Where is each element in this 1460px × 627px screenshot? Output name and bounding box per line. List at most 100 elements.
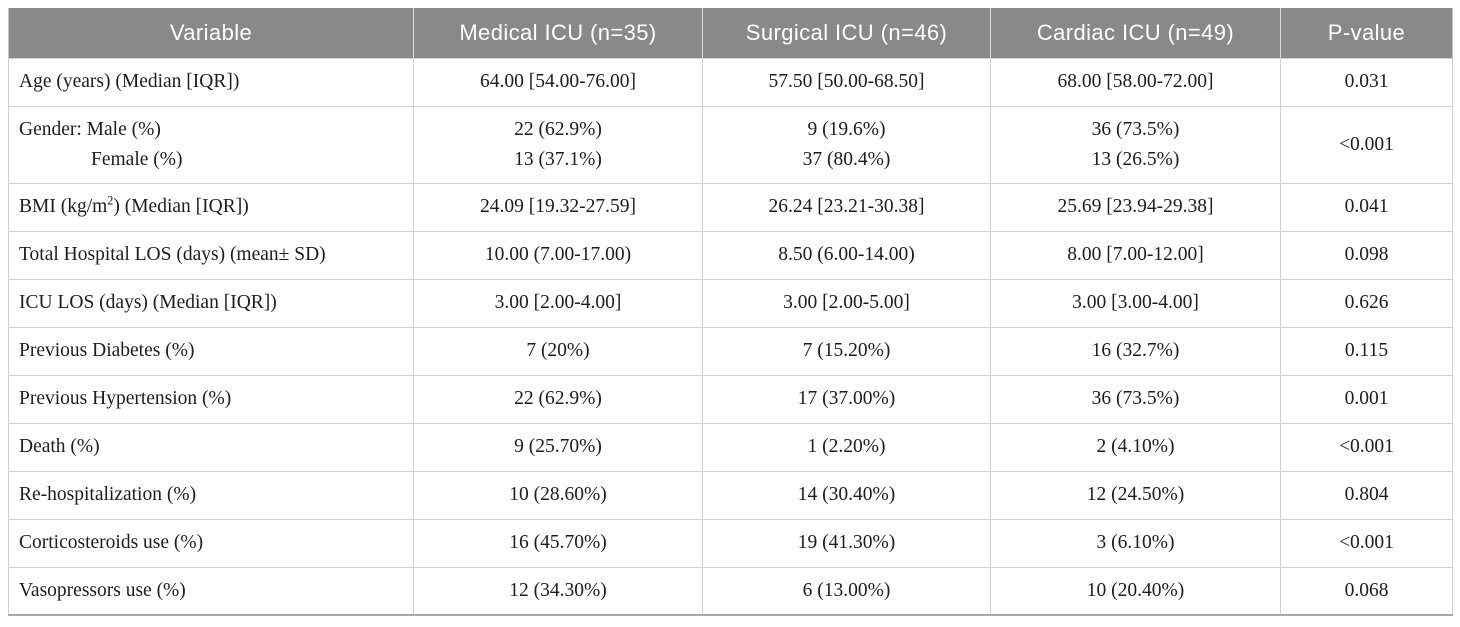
variable-cell: Gender: Male (%) Female (%) — [8, 105, 414, 184]
cell-text: 12 (24.50%) — [1086, 484, 1185, 505]
p-value-cell: <0.001 — [1280, 105, 1453, 184]
table-header: Variable Medical ICU (n=35) Surgical ICU… — [8, 8, 1453, 58]
cell-text: 8.50 (6.00-14.00) — [778, 244, 915, 265]
cell-text: 0.041 — [1344, 196, 1389, 217]
cell-text: 3.00 [2.00-4.00] — [494, 292, 622, 313]
cell-text: Corticosteroids use (%) — [19, 532, 204, 553]
surgical-icu-cell: 8.50 (6.00-14.00) — [702, 230, 991, 280]
cell-text: 9 (19.6%) — [807, 118, 886, 140]
p-value-cell: 0.041 — [1280, 182, 1453, 232]
column-header-surgical-icu: Surgical ICU (n=46) — [702, 8, 991, 58]
table-row: Age (years) (Median [IQR]) 64.00 [54.00-7… — [8, 57, 1453, 107]
cell-text: 68.00 [58.00-72.00] — [1057, 71, 1214, 92]
cell-text: BMI (kg/m2) (Median [IQR]) — [19, 193, 249, 217]
column-header-medical-icu: Medical ICU (n=35) — [413, 8, 703, 58]
cell-text: 0.031 — [1344, 71, 1389, 92]
column-header-variable: Variable — [8, 8, 414, 58]
table-row: Gender: Male (%) Female (%) 22 (62.9%) 13 (… — [8, 105, 1453, 184]
cell-text: 0.068 — [1344, 579, 1389, 601]
cell-text: Gender: Male (%) — [19, 118, 161, 140]
cell-text: 10.00 (7.00-17.00) — [484, 244, 632, 265]
cell-text: 8.00 [7.00-12.00] — [1067, 244, 1204, 265]
p-value-cell: 0.068 — [1280, 566, 1453, 616]
cell-text: 64.00 [54.00-76.00] — [480, 71, 636, 92]
variable-cell: Death (%) — [8, 422, 414, 472]
table-body: Age (years) (Median [IQR]) 64.00 [54.00-7… — [8, 57, 1453, 616]
variable-cell: Corticosteroids use (%) — [8, 518, 414, 568]
cell-text: 0.626 — [1344, 292, 1389, 313]
cardiac-icu-cell: 8.00 [7.00-12.00] — [990, 230, 1281, 280]
cell-text: Previous Hypertension (%) — [19, 388, 232, 409]
cell-text: Death (%) — [19, 436, 100, 457]
cardiac-icu-cell: 68.00 [58.00-72.00] — [990, 57, 1281, 107]
p-value-cell: 0.115 — [1280, 326, 1453, 376]
icu-comparison-table-container: Variable Medical ICU (n=35) Surgical ICU… — [8, 8, 1453, 616]
cell-text: 36 (73.5%) — [1091, 118, 1180, 140]
column-header-p-value: P-value — [1280, 8, 1453, 58]
cell-text: Vasopressors use (%) — [19, 579, 186, 601]
cell-text: 0.098 — [1344, 244, 1389, 265]
cell-text: 22 (62.9%) — [514, 388, 602, 409]
table-row: ICU LOS (days) (Median [IQR]) 3.00 [2.00-… — [8, 278, 1453, 328]
table-row: Corticosteroids use (%) 16 (45.70%) 19 (41… — [8, 518, 1453, 568]
surgical-icu-cell: 7 (15.20%) — [702, 326, 991, 376]
medical-icu-cell: 16 (45.70%) — [413, 518, 703, 568]
icu-comparison-table: Variable Medical ICU (n=35) Surgical ICU… — [8, 8, 1453, 616]
surgical-icu-cell: 3.00 [2.00-5.00] — [702, 278, 991, 328]
p-value-cell: 0.001 — [1280, 374, 1453, 424]
cell-text: 37 (80.4%) — [802, 148, 891, 170]
variable-cell: Age (years) (Median [IQR]) — [8, 57, 414, 107]
variable-cell: Previous Diabetes (%) — [8, 326, 414, 376]
cell-text: 14 (30.40%) — [797, 484, 896, 505]
medical-icu-cell: 3.00 [2.00-4.00] — [413, 278, 703, 328]
variable-cell: Vasopressors use (%) — [8, 566, 414, 616]
p-value-cell: 0.031 — [1280, 57, 1453, 107]
cell-text: 3.00 [3.00-4.00] — [1072, 292, 1199, 313]
cell-text: 12 (34.30%) — [509, 579, 607, 601]
variable-cell: Total Hospital LOS (days) (mean± SD) — [8, 230, 414, 280]
cell-text: 7 (20%) — [526, 340, 590, 361]
p-value-cell: <0.001 — [1280, 422, 1453, 472]
cardiac-icu-cell: 10 (20.40%) — [990, 566, 1281, 616]
variable-cell: Re-hospitalization (%) — [8, 470, 414, 520]
p-value-cell: 0.098 — [1280, 230, 1453, 280]
medical-icu-cell: 22 (62.9%) — [413, 374, 703, 424]
p-value-cell: <0.001 — [1280, 518, 1453, 568]
cell-text: 7 (15.20%) — [802, 340, 891, 361]
cell-text: 6 (13.00%) — [802, 579, 891, 601]
cell-text: 13 (37.1%) — [514, 148, 602, 170]
cardiac-icu-cell: 16 (32.7%) — [990, 326, 1281, 376]
variable-cell: ICU LOS (days) (Median [IQR]) — [8, 278, 414, 328]
surgical-icu-cell: 6 (13.00%) — [702, 566, 991, 616]
medical-icu-cell: 10 (28.60%) — [413, 470, 703, 520]
cell-text: 16 (45.70%) — [509, 532, 607, 553]
cell-text: Total Hospital LOS (days) (mean± SD) — [19, 244, 326, 265]
cell-text: 36 (73.5%) — [1091, 388, 1180, 409]
p-value-cell: 0.626 — [1280, 278, 1453, 328]
table-row: Vasopressors use (%) 12 (34.30%) 6 (13.00%… — [8, 566, 1453, 616]
cell-text: <0.001 — [1339, 436, 1394, 457]
table-row: Death (%) 9 (25.70%) 1 (2.20%) 2 (4.10%) <0.… — [8, 422, 1453, 472]
surgical-icu-cell: 17 (37.00%) — [702, 374, 991, 424]
surgical-icu-cell: 26.24 [23.21-30.38] — [702, 182, 991, 232]
medical-icu-cell: 9 (25.70%) — [413, 422, 703, 472]
cardiac-icu-cell: 36 (73.5%) — [990, 374, 1281, 424]
cell-text: 0.115 — [1344, 340, 1389, 361]
cell-text: 13 (26.5%) — [1091, 148, 1180, 170]
cardiac-icu-cell: 3.00 [3.00-4.00] — [990, 278, 1281, 328]
cardiac-icu-cell: 36 (73.5%) 13 (26.5%) — [990, 105, 1281, 184]
medical-icu-cell: 64.00 [54.00-76.00] — [413, 57, 703, 107]
cardiac-icu-cell: 12 (24.50%) — [990, 470, 1281, 520]
cell-text: 1 (2.20%) — [807, 436, 886, 457]
medical-icu-cell: 24.09 [19.32-27.59] — [413, 182, 703, 232]
cell-text: Age (years) (Median [IQR]) — [19, 71, 240, 92]
table-row: Previous Hypertension (%) 22 (62.9%) 17 (3… — [8, 374, 1453, 424]
cell-text: <0.001 — [1339, 133, 1394, 155]
header-row: Variable Medical ICU (n=35) Surgical ICU… — [8, 8, 1453, 58]
cell-text: Female (%) — [91, 148, 183, 170]
cardiac-icu-cell: 3 (6.10%) — [990, 518, 1281, 568]
cell-text: Previous Diabetes (%) — [19, 340, 195, 361]
cell-text: 16 (32.7%) — [1091, 340, 1180, 361]
cell-text: <0.001 — [1339, 532, 1394, 553]
table-row: Previous Diabetes (%) 7 (20%) 7 (15.20%) 16… — [8, 326, 1453, 376]
